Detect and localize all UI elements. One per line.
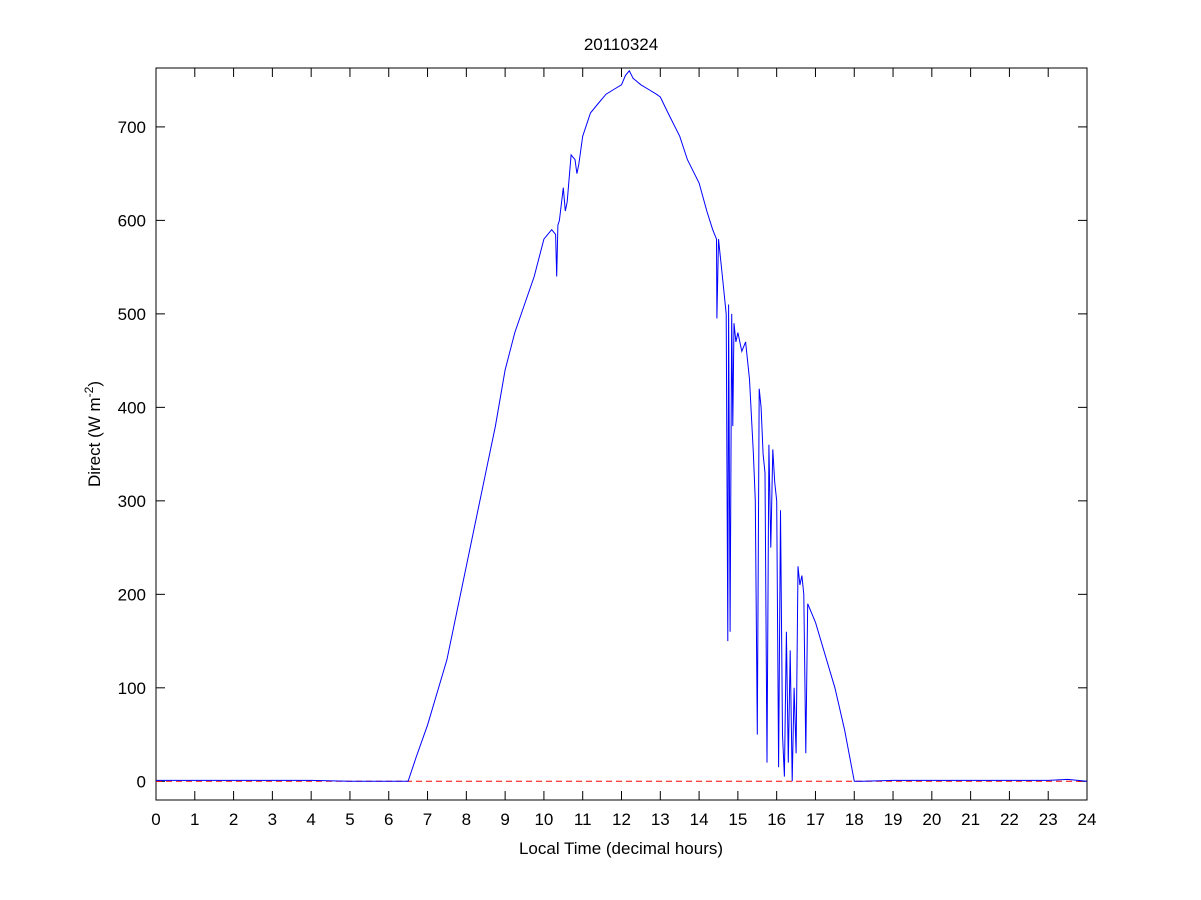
x-tick-label: 17 (806, 810, 825, 829)
y-axis-label: Direct (W m-2) (82, 381, 104, 487)
x-tick-label: 22 (1000, 810, 1019, 829)
x-tick-label: 10 (534, 810, 553, 829)
x-tick-label: 15 (728, 810, 747, 829)
x-tick-label: 18 (845, 810, 864, 829)
x-tick-label: 12 (612, 810, 631, 829)
y-tick-label: 200 (118, 585, 146, 604)
y-axis-label-end: ) (85, 381, 104, 387)
x-tick-label: 21 (961, 810, 980, 829)
x-tick-label: 16 (767, 810, 786, 829)
x-tick-label: 19 (884, 810, 903, 829)
x-tick-label: 23 (1039, 810, 1058, 829)
x-tick-label: 8 (462, 810, 471, 829)
x-tick-label: 1 (190, 810, 199, 829)
y-tick-label: 500 (118, 305, 146, 324)
x-axis-label: Local Time (decimal hours) (519, 839, 723, 858)
plot-area (155, 67, 1088, 801)
x-tick-label: 6 (384, 810, 393, 829)
x-tick-label: 7 (423, 810, 432, 829)
x-tick-label: 14 (690, 810, 709, 829)
x-tick-label: 11 (574, 810, 592, 829)
x-tick-label: 20 (922, 810, 941, 829)
x-tick-label: 2 (229, 810, 238, 829)
y-tick-label: 0 (137, 772, 146, 791)
x-tick-label: 0 (151, 810, 160, 829)
y-tick-label: 400 (118, 398, 146, 417)
x-tick-label: 13 (651, 810, 670, 829)
y-tick-label: 600 (118, 211, 146, 230)
x-tick-label: 24 (1078, 810, 1097, 829)
y-axis-label-superscript: -2 (82, 386, 96, 397)
chart-title: 20110324 (584, 35, 658, 54)
y-tick-label: 700 (118, 118, 146, 137)
x-tick-label: 4 (306, 810, 315, 829)
y-tick-label: 100 (118, 679, 146, 698)
x-tick-label: 5 (345, 810, 354, 829)
x-tick-label: 9 (500, 810, 509, 829)
y-axis-label-main: Direct (W m (85, 397, 104, 487)
y-tick-label: 300 (118, 492, 146, 511)
x-tick-label: 3 (268, 810, 277, 829)
direct-irradiance-series-line (156, 69, 1088, 782)
